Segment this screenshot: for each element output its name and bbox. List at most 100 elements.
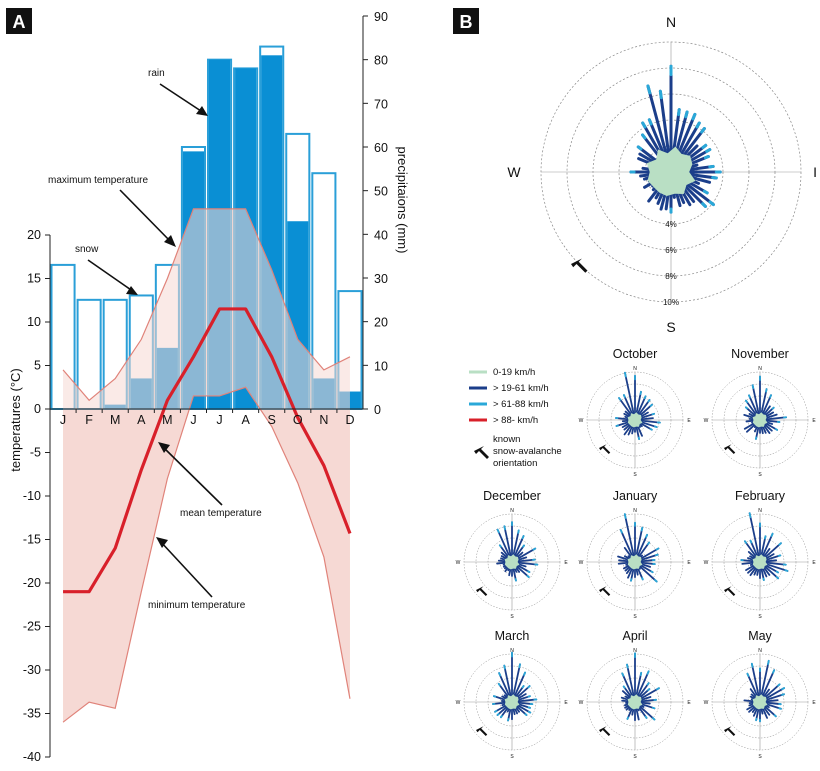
rose-petal-61-88 — [703, 204, 706, 207]
rose-petal-61-88 — [497, 714, 498, 715]
rose-petal-61-88 — [518, 530, 519, 533]
rose-petal-61-88 — [523, 545, 524, 546]
rose-petal-61-88 — [777, 572, 778, 573]
rose-petal-61-88 — [648, 543, 649, 545]
month-title-march: March — [495, 629, 530, 643]
rose-petal-61-88 — [624, 395, 625, 397]
mini-label-e: E — [812, 418, 816, 424]
left-tick-label: 15 — [27, 272, 41, 286]
x-tick-label: F — [85, 413, 93, 427]
rose-petal-61-88 — [660, 91, 661, 97]
legend-label-19-61: > 19-61 km/h — [493, 383, 549, 394]
climate-chart: 20151050-5-10-15-20-25-30-35-40908070605… — [8, 10, 410, 764]
rose-petal-61-88 — [650, 429, 651, 430]
rose-petal-61-88 — [779, 708, 781, 709]
mini-label-n: N — [758, 648, 762, 654]
legend-label-61-88: > 61-88 km/h — [493, 399, 549, 410]
legend-arrow-line1: known — [493, 434, 520, 445]
rose-petal-61-88 — [648, 400, 649, 402]
annotation-mean-temperature: mean temperature — [180, 508, 262, 519]
mini-label-e: E — [687, 700, 691, 706]
right-tick-label: 90 — [374, 10, 388, 24]
mini-label-n: N — [510, 508, 514, 514]
rose-petal-61-88 — [782, 688, 784, 689]
avalanche-arrow-icon — [599, 444, 610, 454]
mini-label-n: N — [510, 648, 514, 654]
rose-petal-61-88 — [697, 123, 699, 127]
rose-petal-61-88 — [504, 526, 505, 529]
rose-petal-61-88 — [500, 545, 501, 546]
left-tick-label: -35 — [23, 707, 41, 721]
rose-petal-61-88 — [779, 555, 781, 556]
mini-label-w: W — [704, 700, 709, 706]
left-tick-label: -15 — [23, 533, 41, 547]
avalanche-arrow-icon — [724, 586, 735, 596]
rose-petal-61-88 — [498, 530, 499, 533]
rose-petal-61-88 — [657, 688, 659, 689]
rose-petal-61-88 — [499, 684, 500, 685]
rose-petal-61-88 — [501, 716, 502, 717]
rose-petal-61-88 — [693, 114, 695, 119]
month-title-october: October — [613, 347, 657, 361]
mini-label-w: W — [456, 560, 461, 566]
mini-label-n: N — [633, 366, 637, 372]
mini-label-n: N — [633, 508, 637, 514]
rose-petal-61-88 — [747, 674, 748, 676]
mini-label-w: W — [704, 560, 709, 566]
month-title-november: November — [731, 347, 789, 361]
ring-label-10: 10% — [663, 298, 679, 307]
left-tick-label: -20 — [23, 576, 41, 590]
avalanche-arrow-icon — [599, 586, 610, 596]
rose-petal-61-88 — [707, 150, 710, 152]
rose-petal-61-88 — [750, 513, 751, 517]
right-tick-label: 80 — [374, 54, 388, 68]
rose-petal-61-88 — [773, 670, 774, 673]
rose-petal-61-88 — [649, 120, 651, 124]
rose-petal-61-88 — [775, 715, 776, 716]
rose-petal-61-88 — [627, 665, 628, 668]
rose-petal-61-88 — [653, 718, 655, 719]
right-tick-label: 30 — [374, 272, 388, 286]
rose-petal-61-88 — [625, 373, 626, 377]
month-title-february: February — [735, 489, 786, 503]
mini-label-e: E — [564, 560, 568, 566]
annotation-minimum-temperature: minimum temperature — [148, 600, 246, 611]
mini-label-e: E — [812, 560, 816, 566]
rose-petal-61-88 — [495, 711, 496, 712]
rose-petal-61-88 — [749, 395, 750, 397]
mini-label-s: S — [758, 614, 762, 620]
rose-petal-61-88 — [785, 570, 787, 571]
rose-petal-61-88 — [529, 712, 530, 713]
x-tick-label: D — [345, 413, 354, 427]
annotation-rain: rain — [148, 68, 165, 79]
rose-petal-61-88 — [648, 86, 650, 93]
x-tick-label: J — [190, 413, 196, 427]
rose-petal-61-88 — [679, 110, 680, 115]
left-tick-label: -10 — [23, 489, 41, 503]
left-tick-label: -40 — [23, 750, 41, 764]
rose-petal-61-88 — [779, 543, 781, 545]
mini-label-w: W — [704, 418, 709, 424]
x-tick-label: S — [268, 413, 276, 427]
rose-petal-61-88 — [656, 555, 658, 556]
left-tick-label: 10 — [27, 315, 41, 329]
left-tick-label: 0 — [34, 402, 41, 416]
mini-label-s: S — [633, 472, 637, 478]
annotation-maximum-temperature: maximum temperature — [48, 175, 148, 186]
left-tick-label: -5 — [30, 446, 41, 460]
ring-label-6: 6% — [665, 246, 677, 255]
x-tick-label: M — [110, 413, 120, 427]
rose-petal-61-88 — [499, 673, 500, 675]
left-axis-title: temperatures (°C) — [8, 368, 23, 471]
rose-petal-61-88 — [625, 514, 626, 518]
left-tick-label: 5 — [34, 359, 41, 373]
precipitation-bars — [52, 47, 362, 723]
rose-petal-61-88 — [686, 112, 687, 117]
